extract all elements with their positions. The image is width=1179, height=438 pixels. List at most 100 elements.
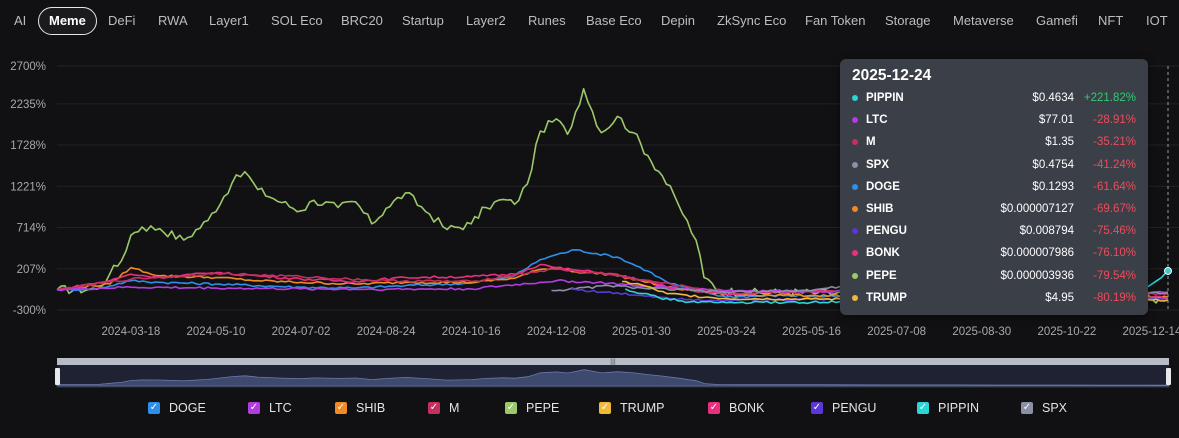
legend-label: SPX: [1042, 401, 1068, 415]
x-tick-label: 2024-10-16: [442, 326, 501, 338]
x-tick-label: 2025-12-14: [1123, 326, 1179, 338]
tooltip-row-trump: TRUMP $4.95 -80.19%: [840, 289, 1148, 309]
series-dot: [852, 183, 858, 190]
tab-runes[interactable]: Runes: [528, 13, 566, 28]
tab-rwa[interactable]: RWA: [158, 13, 188, 28]
tooltip-coin-name: DOGE: [866, 180, 900, 193]
tab-brc20[interactable]: BRC20: [341, 13, 383, 28]
checkbox-icon[interactable]: ✓: [1021, 402, 1033, 414]
tab-fan-token[interactable]: Fan Token: [805, 13, 866, 28]
tooltip-change: -79.54%: [1093, 269, 1136, 282]
tooltip-coin-name: PEPE: [866, 269, 897, 282]
tooltip-price: $0.000003936: [1000, 269, 1074, 282]
tab-layer1[interactable]: Layer1: [209, 13, 249, 28]
navigator-right-handle[interactable]: [1166, 368, 1171, 385]
y-tick-label: 714%: [17, 223, 46, 235]
legend-label: LTC: [269, 401, 292, 415]
x-tick-label: 2024-08-24: [357, 326, 416, 338]
tab-iot[interactable]: IOT: [1146, 13, 1168, 28]
tab-zksync-eco[interactable]: ZkSync Eco: [717, 13, 787, 28]
tooltip-price: $0.4634: [1032, 92, 1074, 104]
tooltip-change: -69.67%: [1093, 203, 1136, 215]
checkbox-icon[interactable]: ✓: [811, 402, 823, 414]
tab-meme[interactable]: Meme: [38, 7, 97, 35]
y-tick-label: 1221%: [10, 181, 46, 193]
y-tick-label: 207%: [17, 264, 46, 276]
series-dot: [852, 139, 858, 146]
tab-gamefi[interactable]: Gamefi: [1036, 13, 1078, 28]
tab-layer2[interactable]: Layer2: [466, 13, 506, 28]
tooltip-row-bonk: BONK $0.000007986 -76.10%: [840, 244, 1148, 264]
x-tick-label: 2024-12-08: [527, 326, 586, 338]
tooltip-change: -35.21%: [1093, 136, 1136, 149]
tooltip-row-doge: DOGE $0.1293 -61.64%: [840, 178, 1148, 198]
tooltip-row-pepe: PEPE $0.000003936 -79.54%: [840, 267, 1148, 287]
checkbox-icon[interactable]: ✓: [708, 402, 720, 414]
x-tick-label: 2025-05-16: [782, 326, 841, 338]
checkbox-icon[interactable]: ✓: [505, 402, 517, 414]
legend: ✓ DOGE ✓ LTC ✓ SHIB ✓ M ✓ PEPE ✓ TRUMP ✓ BONK ✓ PENGU ✓ P…: [0, 399, 1179, 419]
series-dot: [852, 161, 858, 168]
legend-label: PEPE: [526, 401, 560, 415]
tooltip-coin-name: BONK: [866, 247, 900, 260]
series-dot: [852, 294, 858, 301]
tooltip-price: $0.008794: [1019, 225, 1074, 238]
navigator-area: [56, 369, 1170, 387]
x-tick-label: 2024-07-02: [272, 326, 331, 338]
category-tabs: AI Meme DeFi RWA Layer1 SOL Eco BRC20 Startup La…: [0, 7, 1179, 36]
range-navigator[interactable]: |||: [55, 358, 1171, 388]
tooltip-row-m: M $1.35 -35.21%: [840, 133, 1148, 153]
checkbox-icon[interactable]: ✓: [335, 402, 347, 414]
tab-base-eco[interactable]: Base Eco: [586, 13, 642, 28]
tooltip-coin-name: TRUMP: [866, 291, 907, 304]
legend-label: PIPPIN: [938, 401, 979, 415]
tab-defi[interactable]: DeFi: [108, 13, 136, 28]
tooltip-price: $0.1293: [1032, 180, 1074, 193]
checkbox-icon[interactable]: ✓: [248, 402, 260, 414]
series-dot: [852, 117, 858, 124]
navigator-left-handle[interactable]: [55, 368, 60, 385]
tooltip-change: -75.46%: [1093, 225, 1136, 238]
checkbox-icon[interactable]: ✓: [148, 402, 160, 414]
tooltip-price: $4.95: [1045, 291, 1074, 304]
legend-label: TRUMP: [620, 401, 665, 415]
y-tick-label: 2235%: [10, 99, 46, 111]
tooltip-coin-name: PENGU: [866, 225, 907, 238]
checkbox-icon[interactable]: ✓: [917, 402, 929, 414]
checkbox-icon[interactable]: ✓: [428, 402, 440, 414]
x-tick-label: 2025-07-08: [867, 326, 926, 338]
tooltip-coin-name: PIPPIN: [866, 92, 904, 104]
y-tick-label: 2700%: [10, 61, 46, 73]
x-tick-label: 2025-08-30: [952, 326, 1011, 338]
tooltip-change: +221.82%: [1083, 92, 1136, 104]
navigator-grip[interactable]: |||: [610, 359, 616, 366]
x-tick-label: 2024-05-10: [187, 326, 246, 338]
tab-startup[interactable]: Startup: [402, 13, 444, 28]
navigator-top-bar[interactable]: [57, 358, 1169, 365]
tooltip-row-pippin: PIPPIN $0.4634 +221.82%: [840, 89, 1148, 109]
tab-storage[interactable]: Storage: [885, 13, 931, 28]
y-axis: 2700% 2235% 1728% 1221% 714% 207% -300%: [10, 61, 46, 317]
series-dot: [852, 250, 858, 257]
legend-label: PENGU: [832, 401, 877, 415]
tab-ai[interactable]: AI: [14, 13, 27, 28]
tooltip-price: $0.4754: [1032, 158, 1074, 171]
series-dot: [852, 206, 858, 212]
tab-sol-eco[interactable]: SOL Eco: [271, 13, 323, 28]
tooltip-price: $0.000007127: [1000, 203, 1074, 215]
legend-label: M: [449, 401, 460, 415]
tooltip-coin-name: LTC: [866, 114, 888, 127]
x-tick-label: 2024-03-18: [101, 326, 160, 338]
x-tick-label: 2025-01-30: [612, 326, 671, 338]
tooltip-coin-name: M: [866, 136, 876, 149]
tab-depin[interactable]: Depin: [661, 13, 695, 28]
tooltip-date: 2025-12-24: [852, 67, 932, 84]
tooltip-coin-name: SPX: [866, 158, 890, 171]
tooltip-coin-name: SHIB: [866, 203, 894, 215]
checkbox-icon[interactable]: ✓: [599, 402, 611, 414]
tab-metaverse[interactable]: Metaverse: [953, 13, 1014, 28]
tab-nft[interactable]: NFT: [1098, 13, 1124, 28]
series-dot: [852, 272, 858, 279]
tooltip-change: -41.24%: [1093, 158, 1136, 171]
series-dot: [852, 228, 858, 235]
